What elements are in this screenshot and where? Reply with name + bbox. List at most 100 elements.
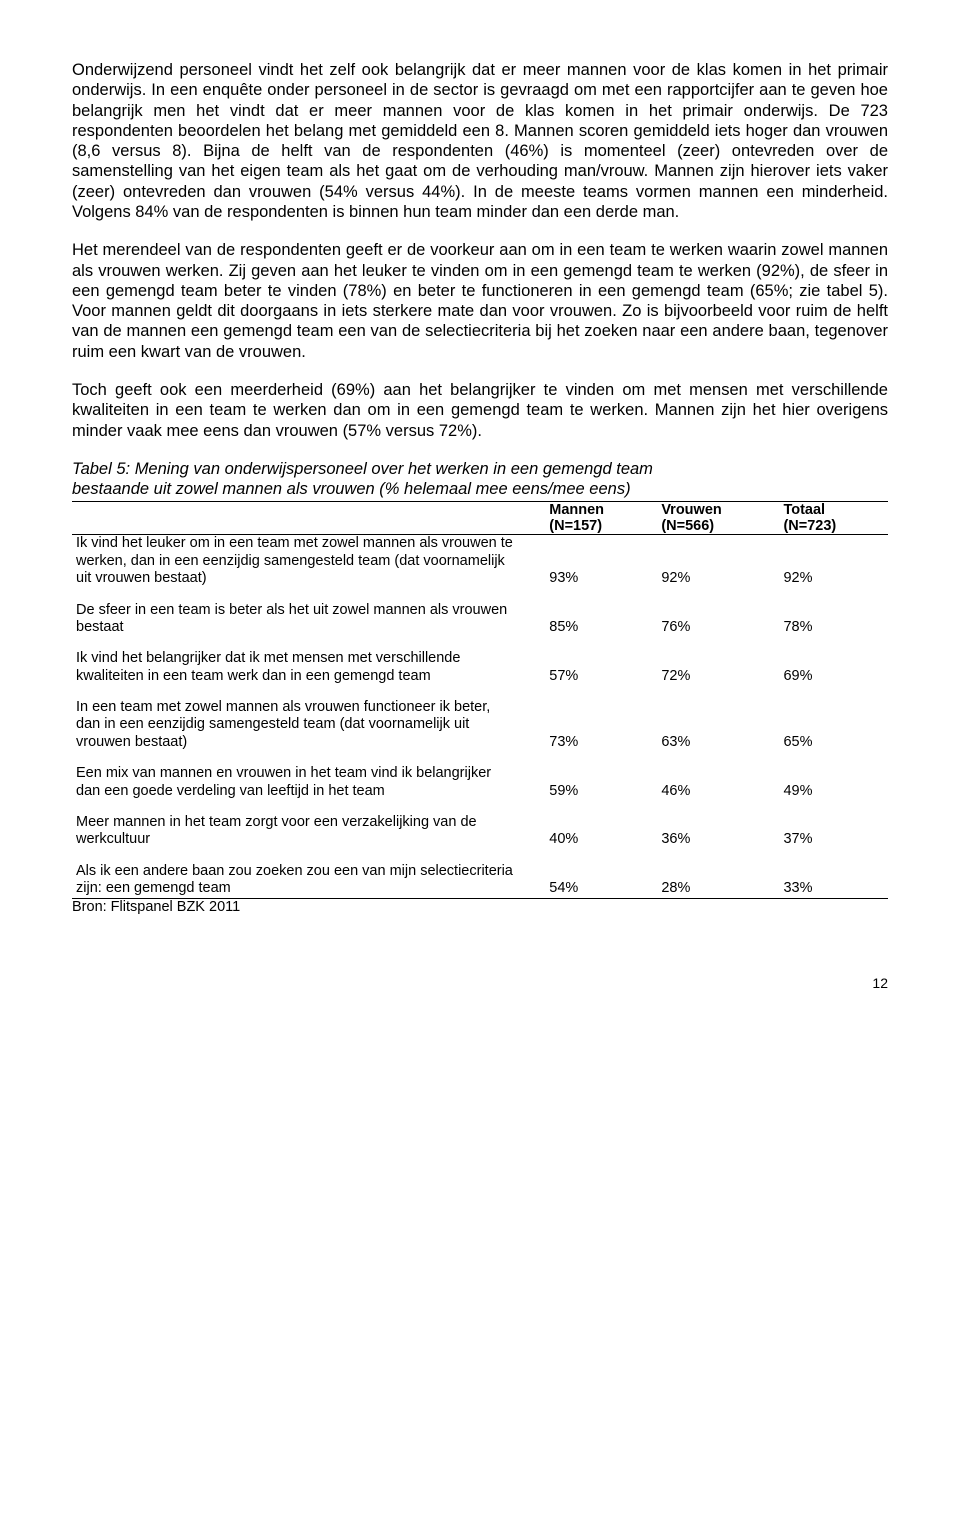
- row-label: uit vrouwen bestaat): [72, 570, 545, 587]
- row-value: 49%: [779, 783, 888, 800]
- row-value: 65%: [779, 734, 888, 751]
- row-value: [779, 863, 888, 880]
- col-header-totaal: Totaal: [779, 502, 888, 519]
- body-paragraph-2: Het merendeel van de respondenten geeft …: [72, 240, 888, 362]
- row-value: [657, 765, 779, 782]
- row-value: [545, 650, 657, 667]
- row-value: [545, 863, 657, 880]
- table-source: Bron: Flitspanel BZK 2011: [72, 899, 888, 915]
- row-gap: [72, 636, 888, 650]
- table-row: kwaliteiten in een team werk dan in een …: [72, 668, 888, 685]
- row-value: [779, 535, 888, 553]
- row-label: bestaat: [72, 619, 545, 636]
- table-row: dan in een eenzijdig samengesteld team (…: [72, 716, 888, 733]
- row-value: [779, 814, 888, 831]
- table-row: werken, dan in een eenzijdig samengestel…: [72, 553, 888, 570]
- row-value: 59%: [545, 783, 657, 800]
- row-value: 36%: [657, 831, 779, 848]
- row-label: Een mix van mannen en vrouwen in het tea…: [72, 765, 545, 782]
- row-label: Ik vind het belangrijker dat ik met mens…: [72, 650, 545, 667]
- col-subheader-totaal: (N=723): [779, 518, 888, 535]
- table-title-line2: bestaande uit zowel mannen als vrouwen (…: [72, 480, 631, 498]
- row-value: [779, 650, 888, 667]
- row-label: De sfeer in een team is beter als het ui…: [72, 602, 545, 619]
- row-label: werkcultuur: [72, 831, 545, 848]
- row-value: [545, 602, 657, 619]
- col-subheader-mannen: (N=157): [545, 518, 657, 535]
- row-gap: [72, 849, 888, 863]
- row-label: dan in een eenzijdig samengesteld team (…: [72, 716, 545, 733]
- row-label: werken, dan in een eenzijdig samengestel…: [72, 553, 545, 570]
- table-row: Een mix van mannen en vrouwen in het tea…: [72, 765, 888, 782]
- row-value: 93%: [545, 570, 657, 587]
- row-value: 46%: [657, 783, 779, 800]
- row-value: 76%: [657, 619, 779, 636]
- row-value: [545, 535, 657, 553]
- table-row: dan een goede verdeling van leeftijd in …: [72, 783, 888, 800]
- row-value: 28%: [657, 880, 779, 898]
- row-value: [779, 716, 888, 733]
- row-value: [657, 602, 779, 619]
- row-value: [545, 765, 657, 782]
- row-value: 78%: [779, 619, 888, 636]
- row-value: [545, 716, 657, 733]
- row-value: 57%: [545, 668, 657, 685]
- row-value: [545, 699, 657, 716]
- row-value: [657, 650, 779, 667]
- row-label: Meer mannen in het team zorgt voor een v…: [72, 814, 545, 831]
- row-label: kwaliteiten in een team werk dan in een …: [72, 668, 545, 685]
- table-row: Ik vind het belangrijker dat ik met mens…: [72, 650, 888, 667]
- row-gap: [72, 685, 888, 699]
- row-value: 54%: [545, 880, 657, 898]
- table-title: Tabel 5: Mening van onderwijspersoneel o…: [72, 459, 888, 500]
- row-value: [779, 602, 888, 619]
- row-value: 40%: [545, 831, 657, 848]
- col-header-vrouwen: Vrouwen: [657, 502, 779, 519]
- row-label: In een team met zowel mannen als vrouwen…: [72, 699, 545, 716]
- row-value: 72%: [657, 668, 779, 685]
- table-row: werkcultuur40%36%37%: [72, 831, 888, 848]
- row-value: [545, 553, 657, 570]
- table-row: vrouwen bestaat)73%63%65%: [72, 734, 888, 751]
- row-value: [657, 553, 779, 570]
- row-label: Ik vind het leuker om in een team met zo…: [72, 535, 545, 553]
- table-row: Meer mannen in het team zorgt voor een v…: [72, 814, 888, 831]
- row-value: [657, 814, 779, 831]
- table-row: Als ik een andere baan zou zoeken zou ee…: [72, 863, 888, 880]
- col-subheader-vrouwen: (N=566): [657, 518, 779, 535]
- row-value: 92%: [779, 570, 888, 587]
- row-value: 33%: [779, 880, 888, 898]
- table-row: uit vrouwen bestaat)93%92%92%: [72, 570, 888, 587]
- body-paragraph-1: Onderwijzend personeel vindt het zelf oo…: [72, 60, 888, 222]
- row-label: vrouwen bestaat): [72, 734, 545, 751]
- row-label: dan een goede verdeling van leeftijd in …: [72, 783, 545, 800]
- row-value: [545, 814, 657, 831]
- row-value: 92%: [657, 570, 779, 587]
- row-value: 69%: [779, 668, 888, 685]
- row-value: [657, 716, 779, 733]
- row-gap: [72, 588, 888, 602]
- table-row: De sfeer in een team is beter als het ui…: [72, 602, 888, 619]
- row-value: [657, 535, 779, 553]
- row-value: [779, 553, 888, 570]
- body-paragraph-3: Toch geeft ook een meerderheid (69%) aan…: [72, 380, 888, 441]
- row-label: Als ik een andere baan zou zoeken zou ee…: [72, 863, 545, 880]
- row-value: 37%: [779, 831, 888, 848]
- survey-table: Mannen Vrouwen Totaal (N=157) (N=566) (N…: [72, 501, 888, 898]
- row-value: [657, 699, 779, 716]
- row-value: 63%: [657, 734, 779, 751]
- row-label: zijn: een gemengd team: [72, 880, 545, 898]
- row-gap: [72, 800, 888, 814]
- table-row: Ik vind het leuker om in een team met zo…: [72, 535, 888, 553]
- table-row: In een team met zowel mannen als vrouwen…: [72, 699, 888, 716]
- row-value: 85%: [545, 619, 657, 636]
- row-value: 73%: [545, 734, 657, 751]
- page-number: 12: [72, 975, 888, 991]
- row-value: [779, 699, 888, 716]
- row-value: [657, 863, 779, 880]
- table-title-line1: Tabel 5: Mening van onderwijspersoneel o…: [72, 460, 653, 478]
- col-header-mannen: Mannen: [545, 502, 657, 519]
- row-gap: [72, 751, 888, 765]
- table-row: zijn: een gemengd team54%28%33%: [72, 880, 888, 898]
- table-row: bestaat85%76%78%: [72, 619, 888, 636]
